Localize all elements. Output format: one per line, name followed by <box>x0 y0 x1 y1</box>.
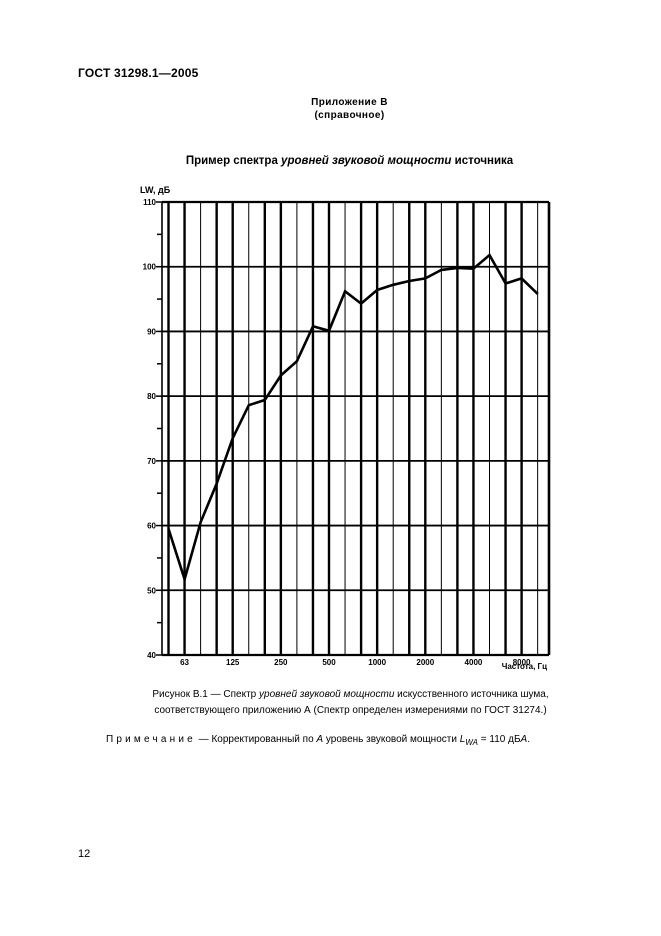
note-text-mid: уровень звуковой мощности <box>323 734 460 745</box>
svg-text:250: 250 <box>274 658 288 667</box>
svg-text:8000: 8000 <box>513 658 531 667</box>
y-axis-label: LW, дБ <box>140 185 171 195</box>
svg-text:90: 90 <box>147 327 156 336</box>
caption-line-1: Рисунок В.1 — Спектр уровней звуковой мо… <box>40 687 661 703</box>
note: Примечание — Корректированный по А урове… <box>106 734 530 747</box>
svg-text:60: 60 <box>147 522 156 531</box>
svg-text:40: 40 <box>147 651 156 660</box>
document-code: ГОСТ 31298.1—2005 <box>78 66 199 80</box>
caption-suffix: искусственного источника шума, <box>394 689 549 700</box>
svg-text:2000: 2000 <box>416 658 434 667</box>
caption-italic: уровней звуковой мощности <box>259 689 395 700</box>
note-italic-a: А <box>316 734 324 745</box>
spectrum-line <box>167 253 539 584</box>
note-symbol: L <box>459 734 466 745</box>
figure-caption: Рисунок В.1 — Спектр уровней звуковой мо… <box>0 687 661 719</box>
svg-text:110: 110 <box>143 198 156 207</box>
appendix-title: Приложение В <box>311 97 388 108</box>
page-number: 12 <box>78 848 91 860</box>
svg-text:70: 70 <box>147 457 156 466</box>
svg-text:50: 50 <box>147 586 156 595</box>
svg-text:100: 100 <box>143 263 157 272</box>
x-axis-ticks: 63 125 250 500 1000 2000 4000 8000 <box>180 658 531 667</box>
x-axis-label: Частота, Гц <box>502 662 547 671</box>
y-axis-ticks: 40 50 60 70 80 90 100 110 <box>143 198 162 660</box>
note-text: — Корректированный по <box>195 734 317 745</box>
note-text-suffix: = 110 дБ <box>478 734 521 745</box>
note-label: Примечание <box>106 734 196 745</box>
note-unit-italic: А <box>520 734 528 745</box>
svg-text:1000: 1000 <box>368 658 386 667</box>
caption-prefix: Рисунок В.1 — Спектр <box>152 689 260 700</box>
svg-text:63: 63 <box>180 658 189 667</box>
vertical-gridlines <box>161 200 551 657</box>
horizontal-gridlines <box>162 265 549 592</box>
svg-text:4000: 4000 <box>465 658 483 667</box>
caption-line-2: соответствующего приложению А (Спектр оп… <box>154 705 547 716</box>
svg-text:80: 80 <box>147 392 156 401</box>
chart-title-italic: уровней звуковой мощности <box>281 155 452 167</box>
chart-title: Пример спектра уровней звуковой мощности… <box>0 155 661 167</box>
svg-text:125: 125 <box>226 658 240 667</box>
chart-title-suffix: источника <box>451 155 514 167</box>
note-subscript: WA <box>465 738 479 747</box>
chart-title-prefix: Пример спектра <box>185 155 282 167</box>
appendix-heading: Приложение В (справочное) <box>0 96 661 122</box>
note-end: . <box>527 734 530 745</box>
svg-text:500: 500 <box>322 658 336 667</box>
appendix-type: (справочное) <box>314 110 385 121</box>
